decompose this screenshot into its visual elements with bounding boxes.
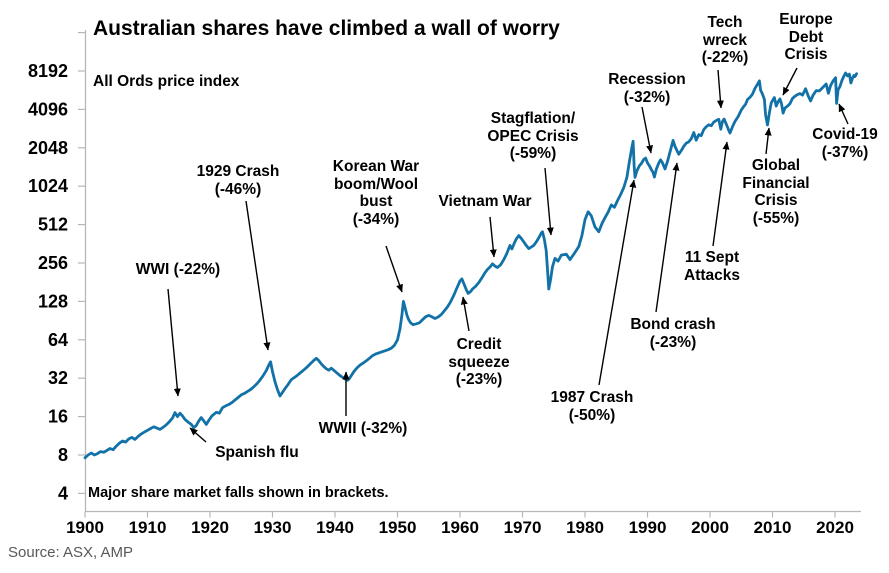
annotation-line: 1987 Crash: [550, 389, 634, 406]
y-tick-label: 16: [48, 407, 68, 427]
annotation-line: (-23%): [649, 333, 697, 351]
annotation-line: (-59%): [509, 145, 557, 162]
chart-subtitle: All Ords price index: [93, 73, 240, 90]
annotation-arrow-crash-1929: [245, 200, 271, 351]
y-tick-label: 2048: [28, 138, 68, 158]
x-tick-label: 1910: [129, 518, 167, 537]
annotation-arrow-recession: [641, 106, 653, 154]
chart-footnote: Major share market falls shown in bracke…: [88, 485, 389, 501]
annotation-line: Tech: [707, 14, 743, 31]
x-tick-label: 2010: [754, 518, 792, 537]
annotation-crash-1987: 1987 Crash (-50%): [482, 389, 702, 424]
annotation-line: (-55%): [752, 209, 800, 227]
x-tick-label: 1920: [191, 518, 229, 537]
annotation-line: Debt: [788, 28, 824, 46]
y-tick-label: 512: [38, 215, 68, 235]
annotation-covid-19: Covid-19 (-37%): [735, 126, 889, 161]
annotation-wwii: WWII (-32%): [253, 420, 473, 438]
price-line: [83, 71, 858, 460]
chart-title: Australian shares have climbed a wall of…: [93, 17, 560, 40]
y-tick-label: 8: [58, 445, 68, 465]
annotation-arrow-crash-1987: [598, 179, 637, 386]
annotation-europe-debt: Europe Debt Crisis: [696, 11, 889, 64]
x-tick-label: 1960: [441, 518, 479, 537]
annotation-credit-squeeze: Credit squeeze (-23%): [369, 336, 589, 389]
annotation-line: (-37%): [821, 143, 869, 161]
annotation-line: Covid-19: [812, 126, 878, 143]
annotation-line: (-23%): [455, 371, 503, 388]
annotation-arrow-korean-war: [385, 245, 403, 293]
y-tick-label: 128: [38, 291, 68, 311]
y-tick-label: 256: [38, 253, 68, 273]
annotation-stagflation: Stagflation/OPEC Crisis (-59%): [423, 110, 643, 163]
y-tick-label: 4: [58, 483, 68, 503]
annotation-line: Vietnam War: [438, 193, 532, 210]
annotation-spanish-flu: Spanish flu: [147, 444, 367, 462]
annotation-line: Financial: [742, 174, 810, 192]
annotation-line: (-34%): [352, 210, 400, 228]
annotation-line: 1929 Crash: [196, 163, 280, 180]
x-tick-label: 1980: [566, 518, 604, 537]
x-tick-label: 1900: [66, 518, 104, 537]
annotation-line: WWI (-22%): [135, 261, 221, 278]
annotation-arrow-bond-crash: [655, 162, 680, 313]
annotation-line: (-32%): [623, 88, 671, 106]
y-tick-label: 8192: [28, 61, 68, 81]
annotation-line: Attacks: [684, 266, 740, 284]
x-tick-label: 1950: [379, 518, 417, 537]
annotation-arrow-spanish-flu: [189, 427, 207, 443]
annotation-arrow-gfc: [764, 127, 772, 155]
x-tick-label: 1930: [254, 518, 292, 537]
annotation-arrow-vietnam-war: [489, 216, 497, 258]
x-tick-label: 2000: [691, 518, 729, 537]
x-tick-label: 1990: [629, 518, 667, 537]
annotation-vietnam-war: Vietnam War: [375, 193, 595, 211]
annotation-line: squeeze: [448, 353, 510, 371]
annotation-line: Korean War: [332, 158, 420, 175]
annotation-line: Recession: [608, 71, 686, 88]
annotation-arrow-sept-11: [712, 141, 730, 247]
annotation-arrow-stagflation: [544, 167, 554, 236]
annotation-line: Crisis: [754, 192, 798, 209]
annotation-sept-11: 11 Sept Attacks: [602, 249, 822, 284]
annotation-arrow-europe-debt: [782, 67, 798, 96]
y-tick-label: 32: [48, 368, 68, 388]
x-tick-label: 1940: [316, 518, 354, 537]
annotation-line: Crisis: [784, 46, 828, 63]
annotation-line: Europe: [779, 11, 833, 28]
x-tick-label: 1970: [504, 518, 542, 537]
annotation-line: Spanish flu: [215, 444, 299, 461]
annotation-line: WWII (-32%): [318, 420, 408, 437]
y-tick-label: 1024: [28, 176, 68, 196]
annotation-crash-1929: 1929 Crash (-46%): [128, 163, 348, 198]
annotation-line: Credit: [456, 336, 502, 353]
annotation-arrow-wwi: [167, 288, 181, 397]
annotation-arrow-covid-19: [838, 103, 849, 125]
annotation-bond-crash: Bond crash (-23%): [563, 316, 783, 351]
annotation-arrow-tech-wreck: [716, 69, 724, 109]
annotation-line: bust: [359, 193, 393, 210]
annotation-line: wreck: [703, 31, 747, 49]
y-tick-label: 4096: [28, 99, 68, 119]
annotation-line: 11 Sept: [684, 249, 740, 266]
annotation-gfc: Global Financial Crisis (-55%): [666, 157, 886, 227]
annotation-line: boom/Wool: [333, 175, 419, 193]
annotation-line: OPEC Crisis: [487, 127, 579, 145]
x-tick-label: 2020: [816, 518, 854, 537]
annotation-line: (-22%): [701, 49, 749, 66]
annotation-line: (-50%): [568, 406, 616, 424]
annotation-line: (-46%): [214, 180, 262, 198]
annotation-line: Bond crash: [630, 316, 716, 333]
annotation-line: Stagflation/: [490, 110, 576, 127]
chart-source: Source: ASX, AMP: [8, 544, 134, 561]
annotation-korean-war: Korean War boom/Wool bust (-34%): [266, 158, 486, 228]
y-tick-label: 64: [48, 330, 68, 350]
annotation-arrow-credit-squeeze: [460, 296, 470, 332]
annotation-recession: Recession (-32%): [537, 71, 757, 106]
annotation-tech-wreck: Tech wreck (-22%): [615, 14, 835, 67]
annotation-line: Global: [751, 157, 801, 174]
annotation-wwi: WWI (-22%): [68, 261, 288, 279]
